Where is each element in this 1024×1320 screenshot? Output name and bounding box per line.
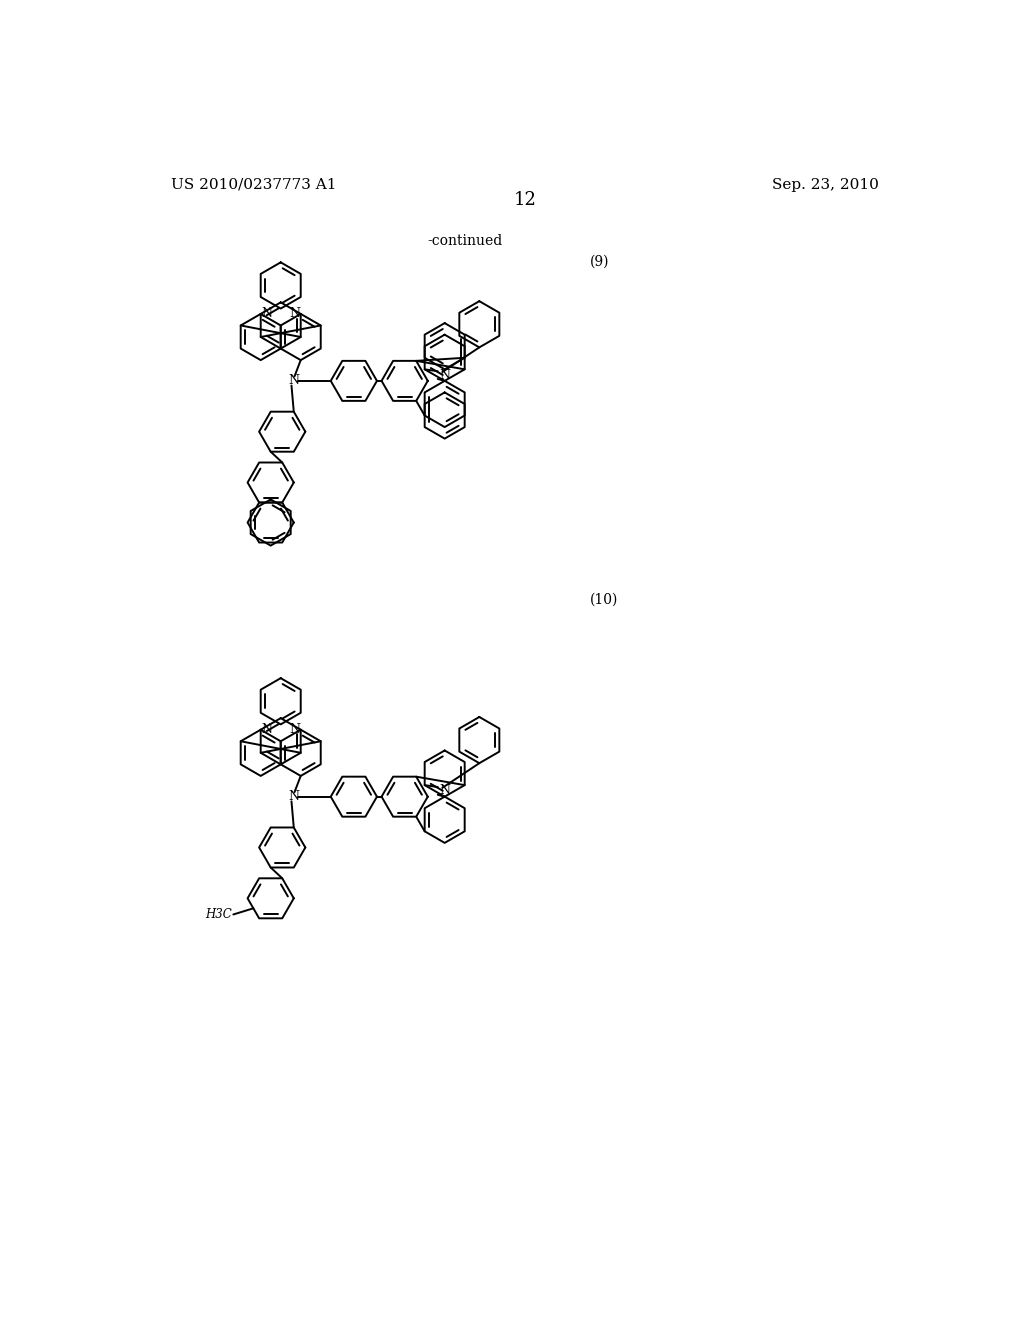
Text: -continued: -continued bbox=[427, 234, 502, 248]
Text: N: N bbox=[439, 784, 451, 797]
Text: N: N bbox=[289, 723, 300, 737]
Text: Sep. 23, 2010: Sep. 23, 2010 bbox=[772, 178, 879, 191]
Text: N: N bbox=[289, 308, 300, 321]
Text: 12: 12 bbox=[513, 191, 537, 209]
Text: (9): (9) bbox=[590, 255, 609, 269]
Text: (10): (10) bbox=[590, 593, 617, 607]
Text: H3C: H3C bbox=[205, 908, 231, 921]
Text: N: N bbox=[261, 723, 272, 737]
Text: N: N bbox=[289, 375, 299, 387]
Text: N: N bbox=[261, 308, 272, 321]
Text: US 2010/0237773 A1: US 2010/0237773 A1 bbox=[171, 178, 336, 191]
Text: N: N bbox=[289, 791, 299, 803]
Text: N: N bbox=[439, 368, 451, 381]
